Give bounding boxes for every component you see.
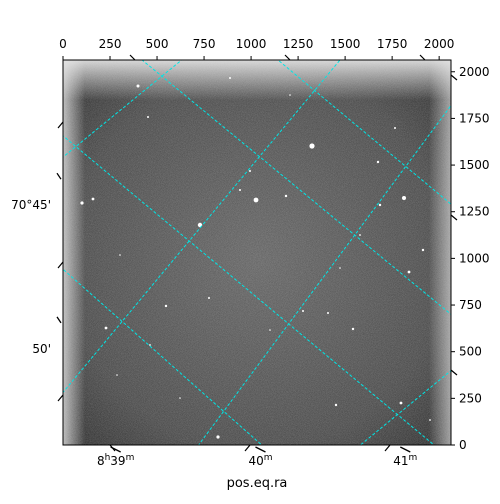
right-tick-label: 1250: [459, 205, 490, 219]
star: [378, 203, 382, 207]
dec-gridline: [141, 60, 451, 316]
star: [407, 270, 411, 274]
star: [334, 403, 338, 407]
star: [327, 312, 329, 314]
edge-tick: [57, 121, 64, 129]
top-axis: 0 250 500 750 1000 1250 1500 1750 2000: [59, 37, 454, 60]
edge-tick: [244, 444, 251, 452]
star: [394, 127, 396, 129]
star: [116, 374, 118, 376]
star: [302, 310, 304, 312]
star: [229, 77, 231, 79]
star: [359, 234, 361, 236]
edge-tick: [450, 214, 458, 221]
edge-tick: [384, 444, 391, 452]
star: [249, 170, 251, 172]
right-tick-label: 1750: [459, 111, 490, 125]
left-tick: [56, 316, 62, 324]
bottom-tick-label: 41m: [393, 453, 417, 468]
right-tick-label: 750: [459, 298, 482, 312]
sky-image: [63, 60, 451, 445]
star: [402, 196, 406, 200]
edge-tick: [57, 394, 64, 402]
top-tick-label: 500: [146, 37, 169, 51]
star: [253, 197, 259, 203]
edge-tick: [109, 444, 116, 452]
star: [208, 297, 210, 299]
star: [239, 189, 241, 191]
left-tick-label: 70°45': [11, 198, 51, 212]
right-tick-label: 500: [459, 345, 482, 359]
edge-tick: [57, 261, 64, 269]
star: [216, 435, 220, 439]
left-tick-label: 50': [32, 342, 51, 356]
dec-gridline: [277, 60, 451, 205]
star: [351, 327, 355, 331]
bottom-tick-label: 8h39m: [97, 453, 134, 468]
edge-tick: [419, 54, 426, 61]
bottom-tick-label: 40m: [248, 453, 272, 468]
bottom-tick: [400, 446, 411, 453]
ra-gridline: [63, 60, 341, 394]
plot-frame: [62, 59, 452, 446]
ra-gridline: [197, 104, 451, 445]
stars-layer: [80, 77, 431, 439]
right-tick-label: 1500: [459, 158, 490, 172]
star: [289, 94, 291, 96]
x-axis-label: pos.eq.ra: [227, 476, 288, 491]
ra-gridline: [63, 60, 183, 158]
star: [309, 143, 315, 149]
top-tick-label: 1250: [283, 37, 314, 51]
star: [421, 248, 425, 252]
right-tick-label: 1000: [459, 251, 490, 265]
edge-tick: [129, 54, 136, 61]
bottom-tick: [255, 446, 266, 453]
left-axis: 70°45' 50': [11, 54, 458, 452]
top-tick-label: 1500: [330, 37, 361, 51]
star: [376, 160, 380, 164]
star: [136, 84, 140, 88]
star: [399, 401, 403, 405]
top-tick-label: 0: [59, 37, 67, 51]
dec-gridline: [63, 268, 263, 445]
star: [149, 344, 151, 346]
star: [284, 194, 288, 198]
right-tick-label: 0: [459, 438, 467, 452]
edge-tick: [284, 54, 291, 61]
star: [269, 329, 271, 331]
edge-tick: [450, 369, 458, 376]
star: [339, 267, 341, 269]
star: [429, 419, 431, 421]
dec-gridline: [63, 135, 435, 445]
top-tick-label: 1000: [236, 37, 267, 51]
bottom-axis: 8h39m 40m 41m: [97, 446, 417, 468]
right-tick-label: 250: [459, 391, 482, 405]
left-tick: [56, 172, 62, 180]
star: [179, 397, 181, 399]
star: [147, 116, 149, 118]
star: [104, 326, 108, 330]
top-tick-label: 1750: [377, 37, 408, 51]
right-tick-label: 2000: [459, 65, 490, 79]
top-tick-label: 250: [99, 37, 122, 51]
ra-gridline: [359, 369, 451, 445]
star: [119, 254, 121, 256]
star: [91, 197, 95, 201]
top-tick-label: 2000: [424, 37, 455, 51]
star: [164, 304, 168, 308]
top-tick-label: 750: [193, 37, 216, 51]
edge-tick: [450, 74, 458, 81]
right-axis: 0 250 500 750 1000 1250 1500 1750 2000: [451, 65, 490, 452]
coordinate-grid: [63, 60, 451, 445]
star: [80, 201, 84, 205]
